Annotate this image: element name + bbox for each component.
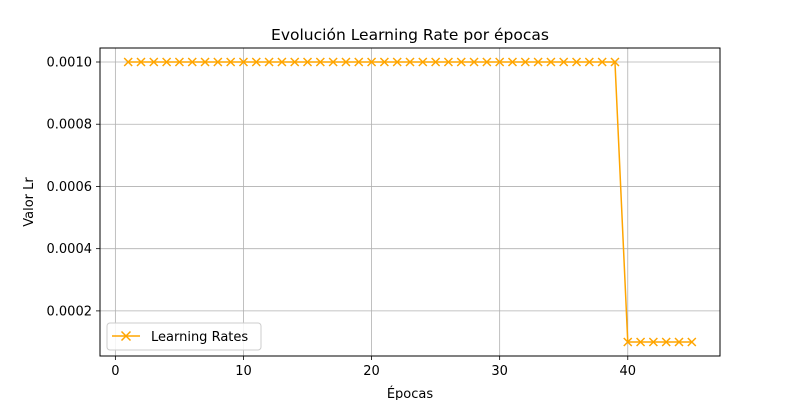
data-point-marker <box>636 337 646 347</box>
y-tick-label: 0.0010 <box>47 56 93 71</box>
data-point-marker <box>546 57 556 67</box>
data-point-marker <box>238 57 249 67</box>
data-point-marker <box>226 57 236 67</box>
x-tick-label: 30 <box>491 364 508 379</box>
data-point-marker <box>136 57 146 67</box>
data-point-marker <box>597 57 607 67</box>
data-point-marker <box>341 57 351 67</box>
data-point-marker <box>315 57 325 67</box>
data-point-marker <box>584 57 594 67</box>
data-point-marker <box>520 57 530 67</box>
x-axis-title: Épocas <box>387 386 434 400</box>
data-point-marker <box>661 337 671 347</box>
data-point-marker <box>571 57 582 67</box>
data-point-marker <box>200 57 210 67</box>
y-tick-label: 0.0004 <box>47 242 93 257</box>
data-point-marker <box>149 57 159 67</box>
legend-label-learning-rates: Learning Rates <box>151 330 248 345</box>
data-point-marker <box>379 57 389 67</box>
data-point-marker <box>328 57 338 67</box>
data-point-marker <box>174 57 184 67</box>
data-point-marker <box>162 57 172 67</box>
data-point-marker <box>302 57 313 67</box>
data-point-marker <box>443 57 453 67</box>
y-tick-label: 0.0006 <box>47 180 93 195</box>
x-tick-label: 40 <box>619 364 636 379</box>
data-point-marker <box>533 57 543 67</box>
data-point-marker <box>482 57 492 67</box>
data-point-marker <box>687 337 697 347</box>
data-point-marker <box>456 57 466 67</box>
data-point-marker <box>418 57 428 67</box>
x-tick-label: 0 <box>111 364 119 379</box>
data-point-marker <box>290 57 300 67</box>
data-point-marker <box>469 57 479 67</box>
y-tick-label: 0.0008 <box>47 118 93 133</box>
data-point-marker <box>405 57 415 67</box>
data-point-marker <box>277 57 287 67</box>
x-tick-label: 20 <box>363 364 380 379</box>
y-axis-title: Valor Lr <box>22 177 37 227</box>
data-point-marker <box>251 57 261 67</box>
chart-title: Evolución Learning Rate por épocas <box>271 26 549 44</box>
data-point-marker <box>495 57 505 67</box>
legend-marker-x <box>120 330 132 342</box>
legend: Learning Rates <box>106 322 262 351</box>
data-point-marker <box>674 337 684 347</box>
data-point-marker <box>392 57 402 67</box>
data-point-marker <box>264 57 274 67</box>
y-tick-label: 0.0002 <box>47 304 93 319</box>
data-point-marker <box>610 57 620 67</box>
data-point-marker <box>431 57 441 67</box>
data-point-marker <box>187 57 197 67</box>
plot-area-frame <box>99 47 721 357</box>
data-point-marker <box>123 57 133 67</box>
x-tick-label: 10 <box>235 364 252 379</box>
y-axis: 0.0002 0.0004 0.0006 0.0008 0.0010 <box>47 56 100 319</box>
data-point-marker <box>354 57 364 67</box>
legend-box <box>106 322 262 351</box>
data-point-marker <box>648 337 658 347</box>
data-point-marker <box>367 57 377 67</box>
x-axis: 0 10 20 30 40 <box>111 356 636 379</box>
data-point-marker <box>623 337 633 347</box>
data-point-marker <box>213 57 223 67</box>
data-point-marker <box>559 57 569 67</box>
series-layer <box>123 57 697 347</box>
data-point-marker <box>507 57 518 67</box>
